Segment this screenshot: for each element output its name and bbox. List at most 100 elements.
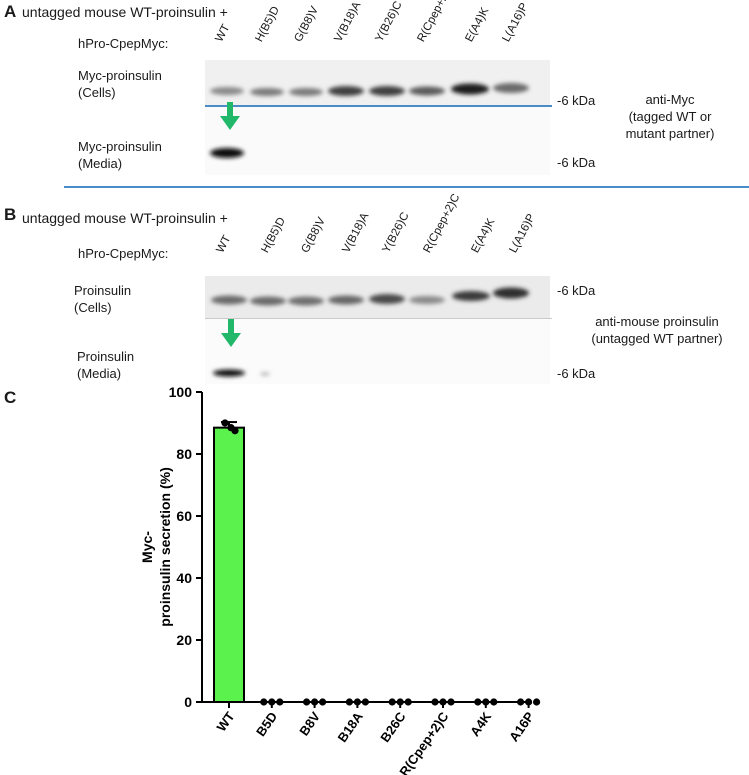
- lane-label: Y(B26)C: [380, 210, 412, 255]
- band: [369, 294, 405, 304]
- panel-c-label: C: [4, 388, 17, 407]
- data-point: [227, 424, 235, 432]
- panel-a-label: A: [4, 2, 17, 21]
- panel-a-antibody-3: mutant partner): [625, 126, 715, 141]
- y-axis-label-line2: proinsulin secretion (%): [157, 467, 173, 626]
- data-point: [439, 698, 447, 706]
- data-point: [345, 698, 353, 706]
- band: [409, 296, 445, 304]
- panel-a-antibody-2: (tagged WT or: [628, 109, 712, 124]
- panel-a-antibody-1: anti-Myc: [645, 92, 695, 107]
- data-point: [319, 698, 327, 706]
- arrow-a-icon: [220, 102, 240, 130]
- data-point: [388, 698, 396, 706]
- lane-label: E(A4)K: [463, 5, 492, 45]
- data-point: [311, 698, 319, 706]
- panel-b-cells-label-1: Proinsulin: [74, 283, 132, 298]
- panel-a-marker-top: -6 kDa: [557, 93, 596, 108]
- blot-background-media: [205, 106, 550, 175]
- panel-a-marker-bottom: -6 kDa: [557, 155, 596, 170]
- blot-background-cells: [205, 60, 550, 106]
- band: [409, 86, 445, 96]
- data-point: [431, 698, 439, 706]
- panel-b-marker-bottom: -6 kDa: [557, 366, 596, 381]
- data-point: [303, 698, 311, 706]
- data-point: [517, 698, 525, 706]
- x-tick-label: WT: [214, 709, 238, 734]
- panel-b-blot-divider: [205, 318, 552, 319]
- band: [451, 83, 489, 95]
- panel-b-blot: [205, 276, 550, 384]
- data-point: [260, 698, 268, 706]
- band: [250, 296, 286, 306]
- lane-label: G(B8)V: [299, 215, 329, 255]
- band: [493, 83, 529, 93]
- panel-b-media-label-2: (Media): [77, 366, 122, 381]
- x-tick-label: B26C: [377, 709, 409, 745]
- panel-separator: [64, 186, 749, 188]
- band-media-wt: [210, 148, 244, 158]
- y-tick-label: 40: [176, 570, 192, 586]
- panel-b-label: B: [4, 205, 17, 224]
- panel-a-blot: [205, 60, 550, 175]
- data-point: [474, 698, 482, 706]
- lane-label: L(A16)P: [507, 212, 538, 255]
- band: [288, 296, 324, 306]
- panel-b-marker-top: -6 kDa: [557, 283, 596, 298]
- panel-a-cells-label-1: Myc-proinsulin: [78, 68, 162, 83]
- x-tick-label: A16P: [506, 709, 537, 745]
- band: [369, 86, 405, 96]
- panel-b-heading: untagged mouse WT-proinsulin +: [22, 210, 228, 226]
- y-axis-label-line1: Myc-: [139, 531, 155, 563]
- lane-label: Y(B26)C: [373, 0, 405, 45]
- lane-label: WT: [214, 233, 234, 255]
- band: [211, 295, 247, 305]
- x-tick-label: B18A: [334, 709, 366, 745]
- lane-label: R(Cpep+2)C: [415, 0, 457, 45]
- band: [328, 86, 364, 96]
- band: [289, 88, 323, 96]
- band: [452, 291, 490, 301]
- x-tick-label: B5D: [253, 709, 280, 739]
- x-tick-label: A4K: [467, 709, 495, 739]
- panel-a-blot-divider: [205, 105, 552, 107]
- data-point: [361, 698, 369, 706]
- band: [210, 87, 244, 95]
- data-point: [221, 419, 229, 427]
- data-point: [353, 698, 361, 706]
- panel-a-cells-label-2: (Cells): [78, 85, 116, 100]
- data-point: [396, 698, 404, 706]
- lane-label: WT: [213, 22, 233, 44]
- y-tick-label: 20: [176, 632, 192, 648]
- lane-label: L(A16)P: [500, 1, 531, 45]
- data-point: [490, 698, 498, 706]
- y-tick-label: 0: [184, 694, 192, 710]
- bar: [213, 426, 245, 704]
- arrow-b-icon: [221, 319, 241, 347]
- lane-label: H(B5)D: [253, 4, 283, 45]
- band-media-wt: [213, 369, 245, 377]
- panel-a-media-label-2: (Media): [78, 156, 123, 171]
- panel-b-antibody-2: (untagged WT partner): [591, 331, 723, 346]
- data-point: [268, 698, 276, 706]
- panel-a-construct-label: hPro-CpepMyc:: [78, 36, 169, 51]
- lane-label: V(B18)A: [332, 0, 364, 44]
- y-tick-label: 80: [176, 446, 192, 462]
- blot-background-media: [205, 318, 550, 384]
- lane-label: H(B5)D: [259, 215, 289, 255]
- panel-b-media-label-1: Proinsulin: [77, 349, 135, 364]
- data-point: [525, 698, 533, 706]
- band: [493, 287, 529, 299]
- band: [328, 295, 364, 305]
- panel-b-construct-label: hPro-CpepMyc:: [78, 246, 169, 261]
- data-point: [482, 698, 490, 706]
- panel-a-heading: untagged mouse WT-proinsulin +: [22, 4, 228, 20]
- y-tick-label: 100: [169, 384, 193, 400]
- lane-label: V(B18)A: [340, 210, 372, 255]
- data-point: [447, 698, 455, 706]
- data-point: [276, 698, 284, 706]
- data-point: [533, 698, 541, 706]
- panel-b-antibody-1: anti-mouse proinsulin: [595, 314, 719, 329]
- band-media-faint: [260, 372, 270, 376]
- lane-label: G(B8)V: [292, 4, 322, 45]
